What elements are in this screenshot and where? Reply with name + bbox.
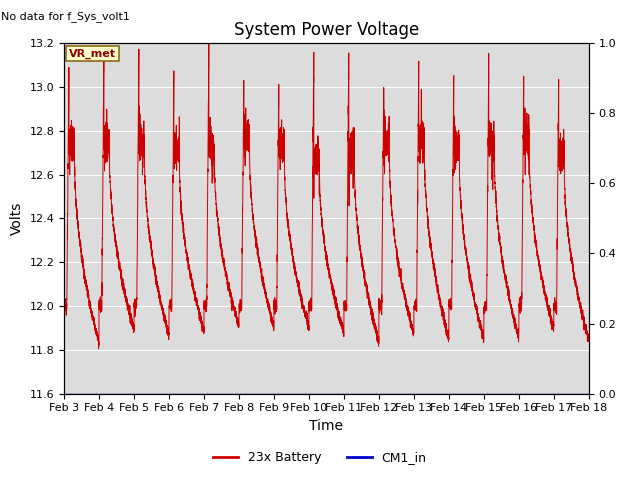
Y-axis label: Volts: Volts — [10, 202, 24, 235]
Text: No data for f_Sys_volt1: No data for f_Sys_volt1 — [1, 11, 130, 22]
Legend: 23x Battery, CM1_in: 23x Battery, CM1_in — [208, 446, 432, 469]
X-axis label: Time: Time — [309, 419, 344, 433]
Text: VR_met: VR_met — [69, 48, 116, 59]
Title: System Power Voltage: System Power Voltage — [234, 21, 419, 39]
